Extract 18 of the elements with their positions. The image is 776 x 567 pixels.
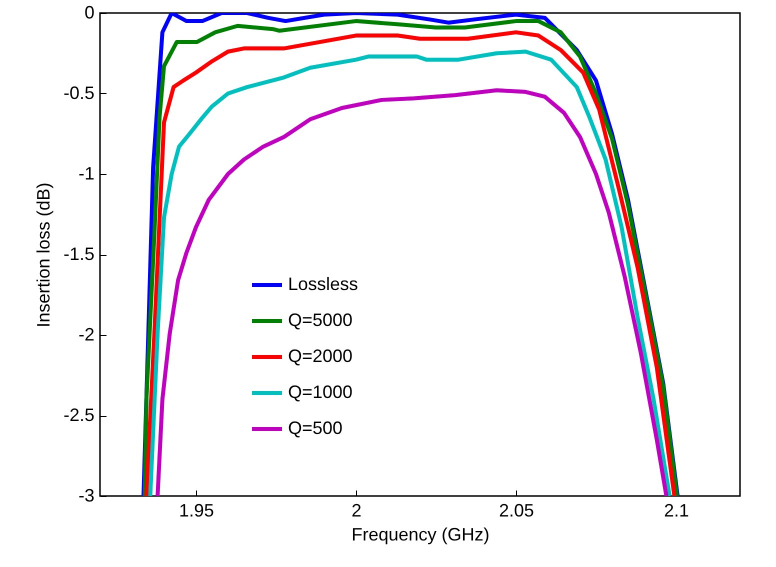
y-axis-title: Insertion loss (dB)	[33, 182, 54, 328]
y-tick-label: -1.5	[63, 244, 94, 264]
x-axis-title: Frequency (GHz)	[351, 524, 490, 544]
y-tick-label: -2.5	[63, 405, 94, 425]
y-tick-label: -2	[78, 324, 94, 344]
y-tick-label: 0	[84, 2, 94, 22]
legend-label: Q=2000	[288, 346, 353, 366]
x-tick-label: 2.05	[498, 500, 534, 520]
legend-label: Lossless	[288, 274, 358, 294]
legend-label: Q=5000	[288, 310, 353, 330]
y-tick-label: -1	[78, 164, 94, 184]
x-tick-label: 2	[351, 500, 362, 520]
legend-label: Q=1000	[288, 382, 353, 402]
x-tick-label: 1.95	[178, 500, 214, 520]
legend-label: Q=500	[288, 418, 343, 438]
y-tick-label: -3	[78, 486, 94, 506]
x-tick-label: 2.1	[664, 500, 690, 520]
y-tick-label: -0.5	[63, 83, 94, 103]
